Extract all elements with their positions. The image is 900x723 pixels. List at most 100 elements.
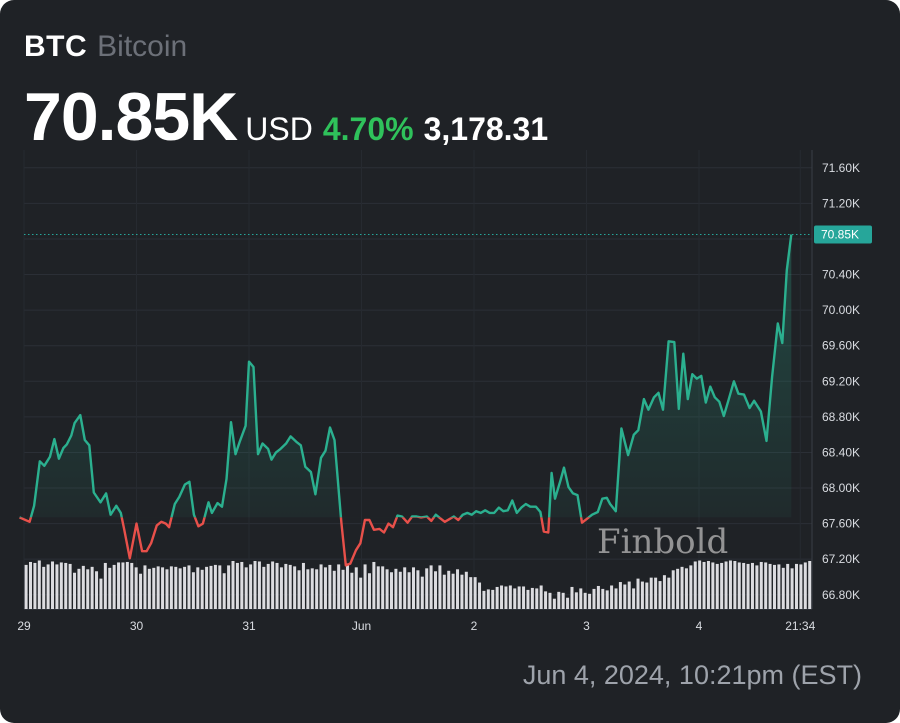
volume-bar (51, 561, 55, 609)
volume-bar (777, 564, 781, 609)
volume-bar (293, 566, 297, 609)
volume-bar (486, 589, 490, 609)
volume-bar (341, 569, 345, 609)
volume-bar (579, 588, 583, 609)
volume-bar (583, 592, 587, 609)
volume-bar (332, 570, 336, 609)
volume-bar (143, 565, 147, 609)
x-tick-label-0: 29 (17, 619, 31, 633)
volume-bar (720, 562, 724, 609)
volume-bar (262, 566, 266, 609)
asset-name: Bitcoin (97, 30, 188, 63)
volume-bar (235, 562, 239, 609)
volume-bar (359, 577, 363, 609)
volume-bar (99, 578, 103, 609)
volume-bar (588, 593, 592, 609)
volume-bar (684, 568, 688, 609)
volume-bar (601, 588, 605, 609)
volume-bar (623, 584, 627, 609)
volume-bar (627, 581, 631, 609)
volume-bar (676, 568, 680, 609)
volume-bar (535, 588, 539, 609)
price-line-up (19, 234, 793, 518)
volume-bar (526, 589, 530, 609)
last-price-label: 70.85K (821, 228, 859, 242)
volume-bar (781, 567, 785, 609)
volume-bar (478, 582, 482, 609)
volume-bar (161, 567, 165, 609)
volume-bar (447, 570, 451, 609)
volume-bar (618, 582, 622, 609)
volume-bar (416, 570, 420, 609)
volume-bar (86, 569, 90, 609)
volume-bar (662, 575, 666, 609)
volume-bar (667, 577, 671, 609)
volume-bar (548, 592, 552, 609)
volume-bar (244, 567, 248, 609)
volume-bar (680, 566, 684, 609)
y-tick-label-10: 67.60K (822, 517, 860, 531)
volume-bar (737, 562, 741, 609)
volume-bar (438, 565, 442, 609)
volume-bar (42, 566, 46, 609)
volume-bar (178, 568, 182, 609)
volume-bar (425, 568, 429, 609)
finbold-watermark: Finbold (597, 522, 729, 562)
volume-bar (411, 567, 415, 609)
y-tick-label-5: 69.60K (822, 339, 860, 353)
volume-bar (288, 564, 292, 609)
volume-bar (693, 561, 697, 609)
volume-bar (808, 560, 812, 609)
volume-bar (803, 562, 807, 609)
currency-code: USD (245, 111, 313, 147)
volume-bar (33, 562, 37, 609)
volume-bar (103, 562, 107, 609)
volume-bar (77, 568, 81, 609)
volume-bar (227, 565, 231, 609)
volume-bar (640, 581, 644, 609)
price-line-down (19, 517, 591, 567)
volume-bar (539, 585, 543, 609)
volume-bar (257, 561, 261, 609)
volume-bar (130, 562, 134, 609)
volume-bar (504, 586, 508, 609)
x-tick-label-4: 2 (471, 619, 478, 633)
y-tick-label-11: 67.20K (822, 552, 860, 566)
volume-bar (73, 572, 77, 609)
volume-bar (636, 578, 640, 609)
volume-bar (508, 585, 512, 609)
volume-bar (596, 585, 600, 609)
volume-bar (398, 571, 402, 609)
volume-bar (759, 561, 763, 609)
price-area-fill (30, 234, 792, 518)
volume-bar (46, 564, 50, 609)
volume-bar (147, 568, 151, 609)
volume-bar (253, 560, 257, 609)
volume-bar (117, 562, 121, 609)
volume-bar (183, 566, 187, 609)
volume-bar (205, 566, 209, 609)
volume-bar (517, 586, 521, 609)
volume-bar (755, 565, 759, 609)
volume-bar (301, 562, 305, 609)
current-price: 70.85K (24, 79, 238, 155)
volume-bar (790, 568, 794, 609)
volume-bar (284, 563, 288, 609)
volume-bar (68, 563, 72, 609)
volume-bar (768, 563, 772, 609)
volume-bar (24, 564, 28, 609)
y-tick-label-6: 69.20K (822, 374, 860, 388)
volume-bar (530, 587, 534, 609)
volume-bar (649, 577, 653, 609)
volume-bar (218, 565, 222, 609)
volume-bar (222, 573, 226, 609)
volume-bar (513, 588, 517, 609)
volume-bar (328, 564, 332, 609)
ticker-symbol: BTC (24, 30, 88, 63)
volume-bar (794, 563, 798, 609)
volume-bar (121, 562, 125, 609)
y-tick-label-4: 70.00K (822, 303, 860, 317)
x-tick-label-7: 21:34 (785, 619, 815, 633)
